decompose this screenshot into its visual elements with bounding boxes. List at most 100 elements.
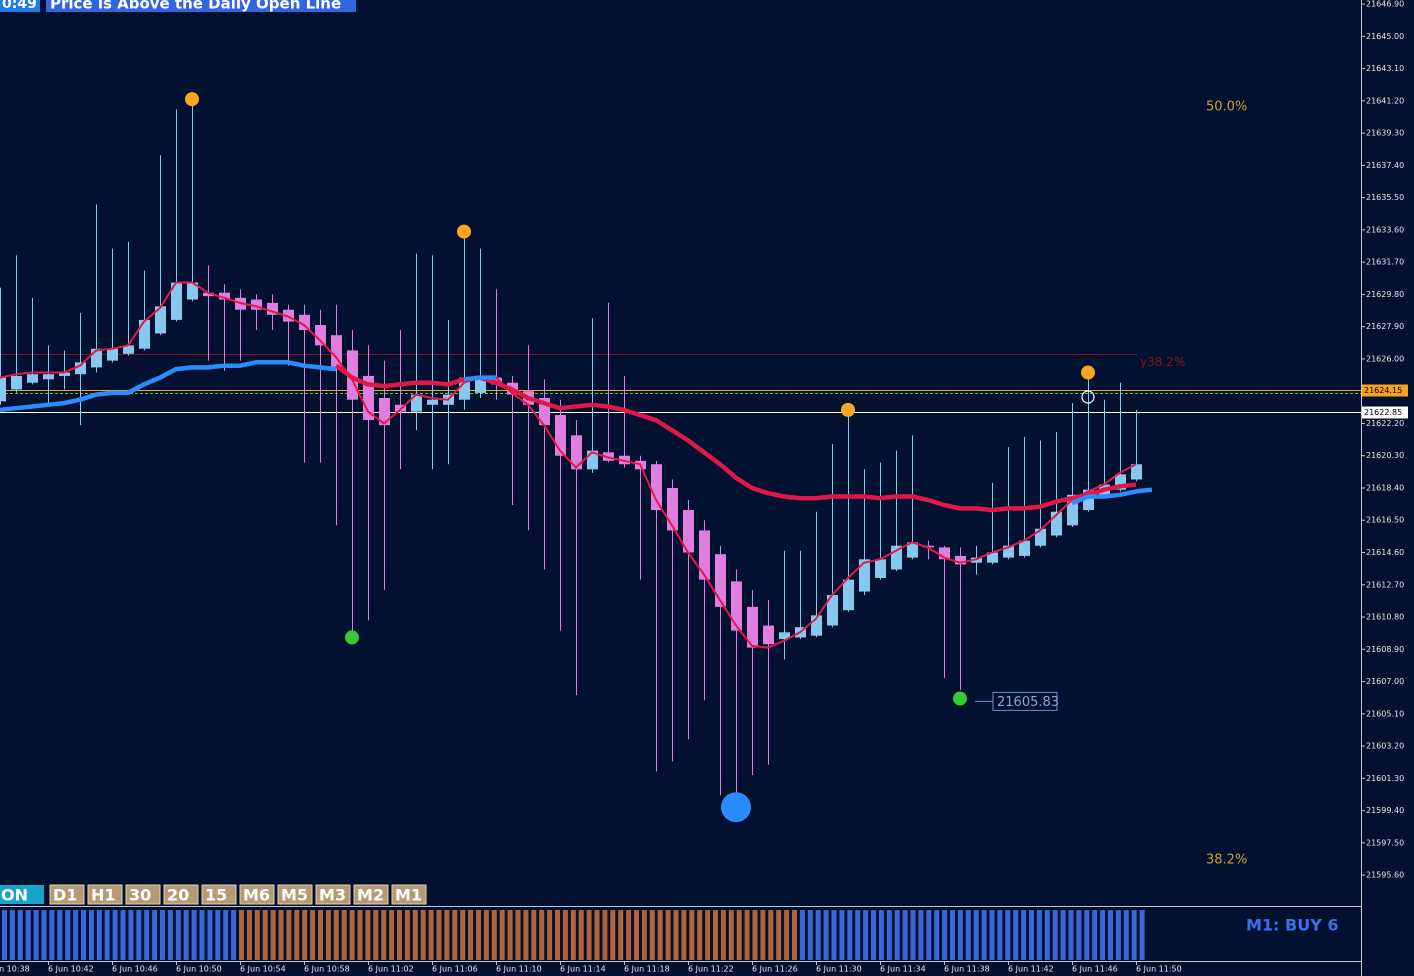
button-face[interactable]: [49, 884, 85, 905]
button-face[interactable]: [201, 884, 237, 905]
signal-stripe: [499, 910, 505, 960]
signal-stripe: [831, 910, 837, 960]
timeframe-button[interactable]: ON: [0, 885, 44, 905]
button-face[interactable]: [0, 885, 44, 904]
x-tick-label: 6 Jun 11:14: [560, 965, 606, 974]
candle-body: [155, 306, 166, 334]
signal-stripe: [2, 910, 7, 960]
candle-body: [747, 606, 758, 648]
signal-stripe: [191, 910, 197, 960]
candle-body: [763, 625, 774, 645]
candle-body: [0, 377, 6, 402]
signal-stripe: [96, 910, 102, 960]
signal-dot: [345, 630, 359, 645]
signal-stripe: [49, 910, 55, 960]
button-face[interactable]: [87, 884, 123, 905]
timeframe-button[interactable]: M5: [277, 884, 313, 905]
timer-text: 0:49: [2, 0, 37, 12]
button-label[interactable]: 15: [205, 886, 227, 905]
x-tick-label: 6 Jun 10:38: [0, 965, 30, 974]
signal-stripe: [578, 910, 584, 960]
signal-stripe: [81, 910, 86, 960]
y-tick-label: 21620.30: [1366, 451, 1404, 460]
fib-label: 38.2%: [1206, 853, 1247, 868]
y-tick-label: 21601.30: [1366, 774, 1404, 783]
signal-stripe: [823, 910, 829, 960]
candle-body: [539, 397, 550, 426]
timeframe-button[interactable]: D1: [49, 884, 85, 905]
y-tick-label: 21635.50: [1366, 193, 1404, 202]
button-label[interactable]: 20: [167, 886, 189, 905]
button-face[interactable]: [163, 884, 199, 905]
signal-stripe: [665, 910, 671, 960]
button-label[interactable]: M1: [395, 886, 422, 905]
timeframe-button[interactable]: 20: [163, 884, 199, 905]
signal-stripe: [41, 910, 47, 960]
button-label[interactable]: D1: [53, 886, 77, 905]
timeframe-button[interactable]: 15: [201, 884, 237, 905]
signal-stripe: [270, 910, 276, 960]
signal-stripe: [562, 910, 568, 960]
signal-stripe: [1100, 910, 1106, 960]
y-tick-label: 21637.40: [1366, 161, 1404, 170]
button-label[interactable]: M2: [357, 886, 384, 905]
candle-body: [987, 552, 998, 563]
price-badge-label: 21622.85: [1364, 408, 1402, 417]
button-label[interactable]: 30: [129, 886, 151, 905]
y-tick-label: 21603.20: [1366, 742, 1404, 751]
signal-stripe: [333, 910, 339, 960]
signal-stripe: [1076, 910, 1082, 960]
candle-body: [1131, 464, 1142, 480]
button-label[interactable]: ON: [1, 886, 28, 905]
candle-body: [699, 530, 710, 580]
x-tick-label: 6 Jun 10:54: [240, 965, 286, 974]
button-label[interactable]: M3: [319, 886, 346, 905]
signal-stripe: [9, 910, 15, 960]
candle-body: [827, 594, 838, 626]
signal-stripe: [515, 910, 521, 960]
signal-stripe: [689, 910, 695, 960]
signal-stripe: [950, 910, 955, 960]
candle-body: [1003, 545, 1014, 558]
candle-body: [427, 399, 438, 405]
timeframe-button[interactable]: 30: [125, 884, 161, 905]
signal-stripe: [586, 910, 592, 960]
button-face[interactable]: [239, 884, 275, 905]
y-tick-label: 21599.40: [1366, 806, 1404, 815]
timeframe-button[interactable]: M6: [239, 884, 275, 905]
signal-stripe: [136, 910, 142, 960]
button-face[interactable]: [277, 884, 313, 905]
signal-stripe: [989, 910, 995, 960]
timeframe-button[interactable]: M3: [315, 884, 351, 905]
signal-stripe: [602, 910, 608, 960]
signal-stripe: [744, 910, 750, 960]
button-face[interactable]: [315, 884, 351, 905]
candle-body: [1083, 489, 1094, 511]
candle-body: [955, 555, 966, 565]
button-face[interactable]: [125, 884, 161, 905]
x-tick-label: 6 Jun 11:26: [752, 965, 798, 974]
timeframe-button[interactable]: M2: [353, 884, 389, 905]
button-label[interactable]: M6: [243, 886, 270, 905]
candle-body: [379, 397, 390, 426]
candle-body: [331, 335, 342, 368]
signal-stripe: [673, 910, 679, 960]
signal-stripe: [547, 910, 553, 960]
timeframe-button[interactable]: M1: [391, 884, 427, 905]
button-face[interactable]: [353, 884, 389, 905]
y-tick-label: 21622.20: [1366, 419, 1404, 428]
candle-body: [315, 324, 326, 346]
y-tick-label: 21595.60: [1366, 871, 1404, 880]
signal-stripe: [65, 910, 71, 960]
button-label[interactable]: M5: [281, 886, 308, 905]
signal-stripe: [199, 910, 205, 960]
button-face[interactable]: [391, 884, 427, 905]
candle-body: [843, 579, 854, 611]
timeframe-button[interactable]: H1: [87, 884, 123, 905]
signal-stripe: [1139, 910, 1145, 960]
candle-body: [347, 350, 358, 400]
candle-body: [27, 374, 38, 383]
x-tick-label: 6 Jun 11:18: [624, 965, 670, 974]
button-label[interactable]: H1: [91, 886, 116, 905]
